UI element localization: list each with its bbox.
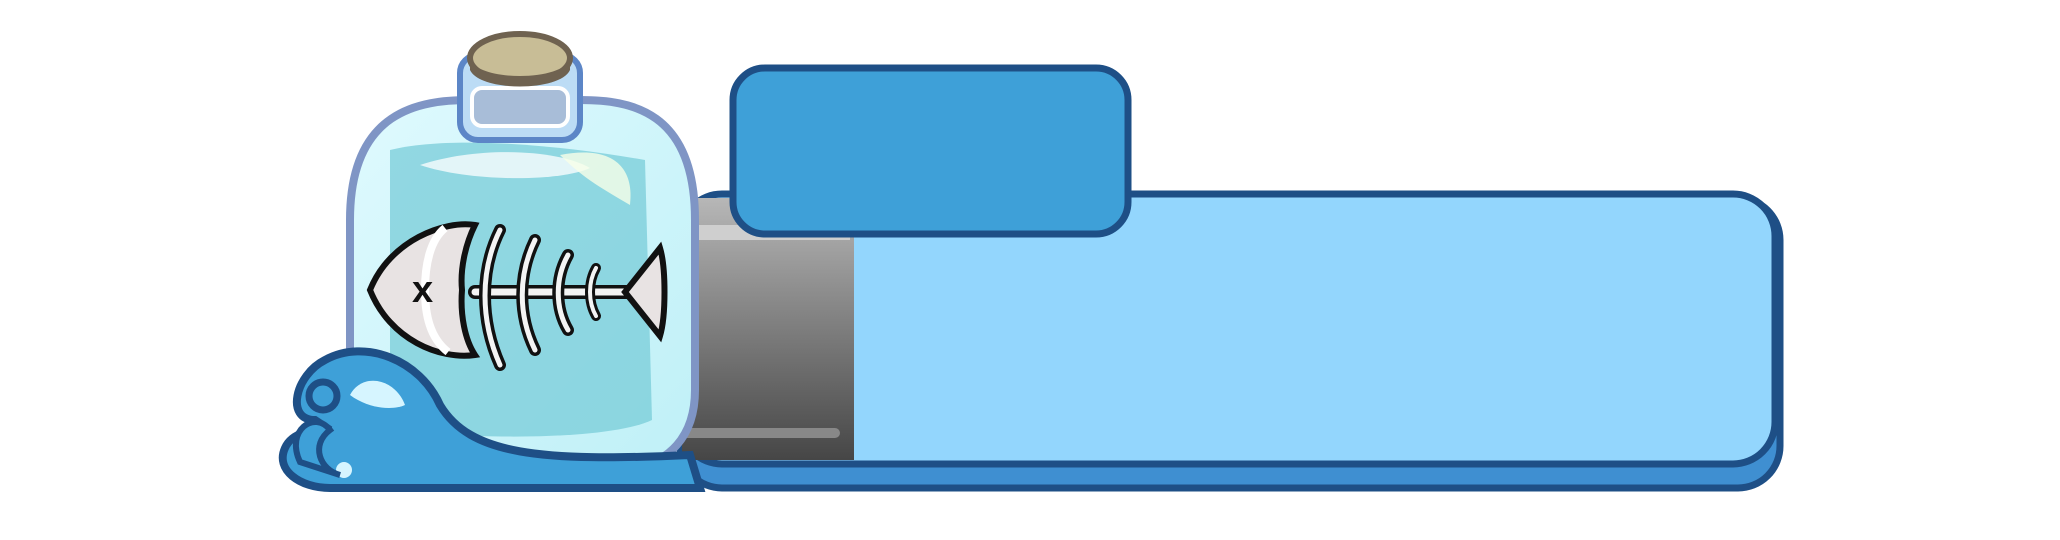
bottle-shine-right <box>560 152 631 205</box>
fish-skeleton-icon: x <box>366 221 668 371</box>
bottle-shine <box>420 152 590 179</box>
water-bubble-large <box>305 378 341 414</box>
splash-highlight <box>350 380 405 408</box>
bottle-neck-inner <box>470 86 570 128</box>
splash-swash <box>292 419 342 478</box>
svg-text:x: x <box>412 269 433 311</box>
metal-highlight-bottom <box>670 428 840 438</box>
cork-side <box>470 58 570 87</box>
banner-message <box>860 200 1760 450</box>
title-tab <box>729 64 1132 238</box>
metal-connector <box>682 198 854 460</box>
